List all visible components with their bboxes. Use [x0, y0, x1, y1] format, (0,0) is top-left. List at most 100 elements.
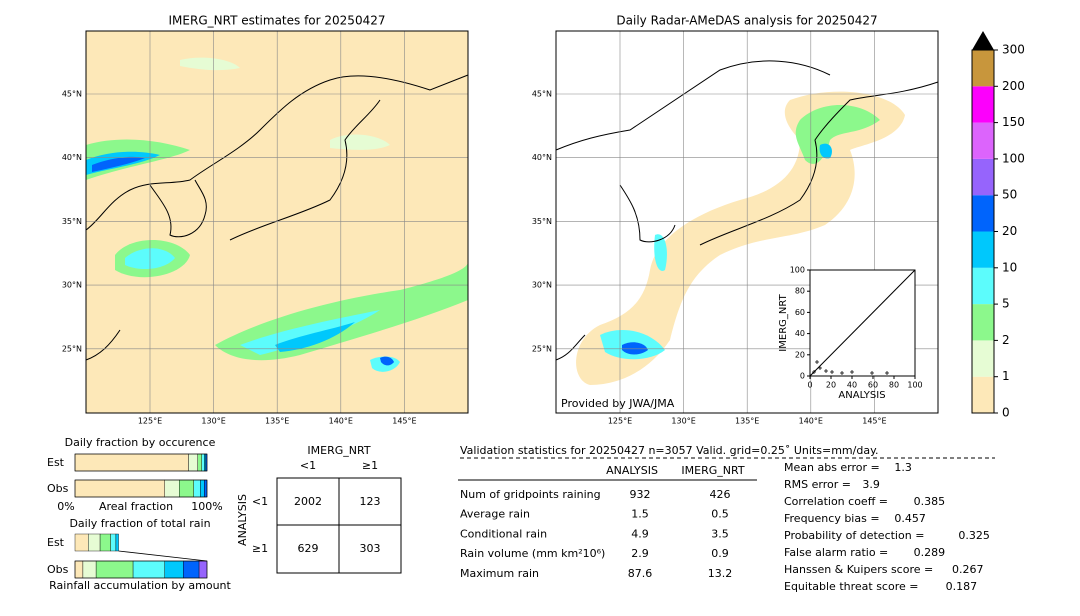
- stats-value: 2.9: [631, 547, 649, 560]
- stats-value: 1.5: [631, 508, 649, 521]
- colorbar-segment: [972, 376, 994, 413]
- fraction-segment: [200, 479, 205, 498]
- score-label: Correlation coeff =: [784, 495, 888, 508]
- stats-header: Validation statistics for 20250427 n=305…: [460, 444, 879, 457]
- score-value: 0.267: [952, 563, 984, 576]
- lat-label: 35°N: [62, 217, 82, 226]
- fraction-segment: [99, 533, 111, 552]
- inset-ytick-label: 60: [795, 308, 805, 317]
- lat-label: 45°N: [532, 90, 552, 99]
- colorbar-segment: [972, 122, 994, 159]
- inset-xtick-label: 100: [907, 381, 922, 390]
- inset-diagonal: [809, 269, 916, 377]
- lat-label: 30°N: [62, 281, 82, 290]
- fraction-segment: [82, 560, 97, 579]
- inset-ytick-label: 40: [795, 329, 805, 338]
- stats-value: 3.5: [711, 527, 729, 540]
- colorbar-segment: [972, 158, 994, 196]
- right-map-coastline: [555, 60, 939, 361]
- inset-ytick-label: 80: [795, 287, 805, 296]
- lon-label: 130°E: [201, 417, 225, 426]
- colorbar-label: 20: [1002, 224, 1017, 238]
- stats-value: 426: [710, 488, 731, 501]
- footer: Rainfall accumulation by amount: [49, 579, 231, 592]
- stats-value: 0.5: [711, 508, 729, 521]
- stats-label: Rain volume (mm km²10⁶): [460, 547, 605, 560]
- occurrence-title: Daily fraction by occurence: [65, 436, 216, 449]
- score-label: Hanssen & Kuipers score =: [784, 563, 933, 576]
- credit: Provided by JWA/JMA: [561, 397, 675, 410]
- inset-xtick-label: 0: [807, 381, 812, 390]
- left-map-frame: [85, 30, 469, 414]
- row-label: Est: [47, 536, 65, 549]
- score-label: Probability of detection =: [784, 529, 924, 542]
- fraction-segment: [201, 453, 205, 472]
- axis-label: 100%: [191, 500, 222, 513]
- colorbar-label: 1: [1002, 369, 1010, 383]
- left-map-title: IMERG_NRT estimates for 20250427: [169, 14, 386, 28]
- score-label: Mean abs error =: [784, 461, 880, 474]
- score-value: 0.457: [894, 512, 926, 525]
- inset-ytick-label: 0: [800, 372, 805, 381]
- colorbar-segment: [972, 304, 994, 341]
- inset-ytick-label: 100: [790, 266, 805, 275]
- lon-label: 145°E: [862, 417, 886, 426]
- fraction-segment: [188, 453, 198, 472]
- stats-label: Maximum rain: [460, 567, 539, 580]
- colorbar-segment: [972, 195, 994, 232]
- fraction-segment: [204, 479, 208, 498]
- colorbar-label: 2: [1002, 333, 1010, 347]
- table-col-label: ≥1: [362, 459, 378, 472]
- fraction-segment: [197, 453, 202, 472]
- score-label: Frequency bias =: [784, 512, 880, 525]
- stats-value: 0.9: [711, 547, 729, 560]
- lon-label: 135°E: [735, 417, 759, 426]
- fraction-segment: [183, 560, 200, 579]
- table-row-title: ANALYSIS: [236, 494, 249, 546]
- table-cell: 123: [360, 495, 381, 508]
- lon-label: 130°E: [671, 417, 695, 426]
- table-cell: 629: [298, 542, 319, 555]
- colorbar-segment: [972, 50, 994, 87]
- stats-label: Conditional rain: [460, 527, 547, 540]
- colorbar-label: 300: [1002, 43, 1025, 57]
- score-value: 0.325: [958, 529, 990, 542]
- inset-xtick-label: 80: [889, 381, 899, 390]
- colorbar-segment: [972, 231, 994, 268]
- rain-title: Daily fraction of total rain: [69, 517, 210, 530]
- stats-value: 932: [630, 488, 651, 501]
- lon-label: 140°E: [329, 417, 353, 426]
- stats-label: Average rain: [460, 508, 530, 521]
- colorbar-segment: [972, 340, 994, 377]
- colorbar-label: 10: [1002, 260, 1017, 274]
- fraction-segment: [110, 533, 117, 552]
- colorbar-extend: [972, 31, 994, 50]
- lon-label: 135°E: [265, 417, 289, 426]
- colorbar-label: 100: [1002, 151, 1025, 165]
- stats-value: 4.9: [631, 527, 649, 540]
- colorbar-segment: [972, 86, 994, 123]
- colorbar-label: 0: [1002, 406, 1010, 420]
- fraction-segment: [95, 560, 134, 579]
- row-label: Est: [47, 456, 65, 469]
- score-value: 3.9: [862, 478, 880, 491]
- lat-label: 40°N: [62, 153, 82, 162]
- fraction-segment: [74, 560, 84, 579]
- score-label: RMS error =: [784, 478, 851, 491]
- lon-label: 125°E: [608, 417, 632, 426]
- lat-label: 30°N: [532, 281, 552, 290]
- stats-column: IMERG_NRT: [681, 464, 744, 477]
- fraction-frame: [74, 479, 208, 498]
- lat-label: 25°N: [62, 344, 82, 353]
- table-row-label: <1: [252, 495, 268, 508]
- fraction-segment: [193, 479, 201, 498]
- fraction-segment: [164, 479, 180, 498]
- inset-xtick-label: 40: [847, 381, 857, 390]
- lat-label: 25°N: [532, 344, 552, 353]
- lon-label: 145°E: [392, 417, 416, 426]
- lon-label: 140°E: [799, 417, 823, 426]
- row-label: Obs: [47, 482, 69, 495]
- axis-label: Areal fraction: [99, 500, 173, 513]
- stats-column: ANALYSIS: [606, 464, 658, 477]
- fraction-segment: [74, 479, 165, 498]
